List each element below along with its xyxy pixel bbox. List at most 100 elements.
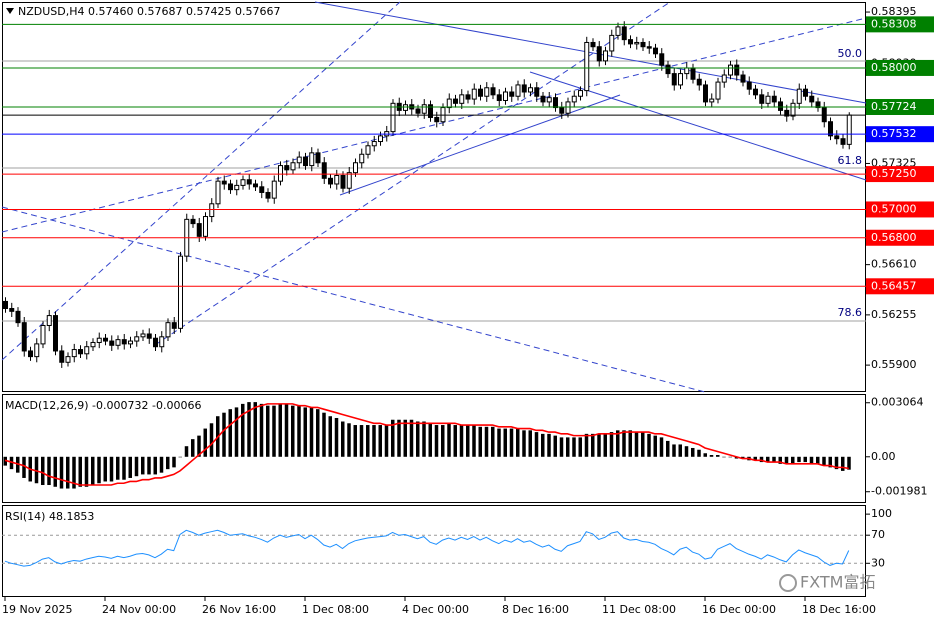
candle-body xyxy=(678,73,683,86)
level-label: 0.57000 xyxy=(871,202,917,215)
macd-bar xyxy=(291,405,295,457)
macd-bar xyxy=(53,456,57,487)
candle-body xyxy=(709,98,715,103)
symbol-menu-icon[interactable] xyxy=(6,8,14,14)
macd-bar xyxy=(753,456,757,461)
macd-bar xyxy=(709,455,714,457)
candle-body xyxy=(746,81,752,90)
candle-body xyxy=(665,64,671,75)
macd-bar xyxy=(566,437,570,457)
candle-body xyxy=(659,53,665,66)
macd-bar xyxy=(684,446,689,457)
candle-body xyxy=(565,101,571,114)
macd-bar xyxy=(691,447,695,457)
macd-bar xyxy=(84,456,89,487)
candle-body xyxy=(840,138,846,145)
candle-body xyxy=(103,337,108,342)
macd-bar xyxy=(647,433,651,457)
candle-body xyxy=(90,341,96,348)
level-label-box xyxy=(866,16,934,33)
macd-bar xyxy=(78,456,82,487)
macd-bar xyxy=(403,419,407,457)
candle-body xyxy=(646,46,652,49)
macd-bar xyxy=(803,456,807,463)
candle-body xyxy=(753,88,758,96)
candle-body xyxy=(190,218,196,225)
candle-body xyxy=(715,81,721,100)
candle-body xyxy=(3,300,8,310)
candle-body xyxy=(640,41,646,48)
candle-body xyxy=(740,74,746,83)
candle-body xyxy=(515,84,521,97)
candle-body xyxy=(309,152,315,167)
candle-body xyxy=(696,78,702,86)
macd-bar xyxy=(759,456,764,463)
candle-body xyxy=(290,162,296,171)
macd-bar xyxy=(447,423,451,457)
candle-body xyxy=(303,156,308,167)
macd-bar xyxy=(791,456,795,464)
candle-body xyxy=(803,88,808,97)
level-label: 0.57724 xyxy=(871,100,917,113)
candle-body xyxy=(415,108,421,114)
watermark: FXTM富拓 xyxy=(800,573,875,592)
macd-bar xyxy=(341,421,345,457)
macd-bar xyxy=(766,456,770,463)
candle-body xyxy=(571,95,577,103)
watermark-icon xyxy=(779,574,797,592)
macd-bar xyxy=(609,432,614,457)
level-label-box xyxy=(866,278,934,295)
level-label: 0.58308 xyxy=(871,17,917,30)
macd-bar xyxy=(491,426,495,457)
y-tick-label: 0.55900 xyxy=(871,358,917,371)
macd-bar xyxy=(416,421,420,457)
candle-body xyxy=(115,339,121,346)
macd-bar xyxy=(541,433,545,457)
candle-body xyxy=(459,94,465,104)
trend-line xyxy=(314,1,867,104)
macd-bar xyxy=(391,419,395,457)
y-tick-label: 0.56610 xyxy=(871,258,917,271)
candle-body xyxy=(21,322,27,352)
level-label-box xyxy=(866,59,934,76)
candle-body xyxy=(484,87,490,97)
candle-body xyxy=(353,162,358,174)
macd-bar xyxy=(284,403,289,457)
candle-body xyxy=(209,203,215,218)
macd-bar xyxy=(272,405,276,457)
macd-title: MACD(12,26,9) -0.000732 -0.00066 xyxy=(5,399,201,412)
candle-body xyxy=(684,67,690,75)
candle-body xyxy=(146,333,152,339)
candle-body xyxy=(634,41,640,45)
macd-bar xyxy=(516,428,520,457)
macd-bar xyxy=(666,440,670,457)
macd-bar xyxy=(422,421,426,457)
candle-body xyxy=(253,183,258,188)
macd-bar xyxy=(172,456,176,468)
candle-body xyxy=(328,177,333,185)
macd-bar xyxy=(372,425,376,457)
macd-bar xyxy=(309,407,314,457)
candle-body xyxy=(378,135,383,143)
candle-body xyxy=(403,104,408,111)
macd-bar xyxy=(828,456,832,468)
rsi-title: RSI(14) 48.1853 xyxy=(5,510,94,523)
macd-bar xyxy=(328,416,332,457)
fib-label: 61.8 xyxy=(838,154,863,167)
level-label-box xyxy=(866,126,934,143)
macd-bar xyxy=(141,456,145,475)
macd-bar xyxy=(572,437,576,457)
macd-bar xyxy=(222,412,226,457)
candle-body xyxy=(65,356,71,363)
candle-body xyxy=(109,340,115,346)
macd-bar xyxy=(359,425,364,457)
candle-body xyxy=(71,349,77,358)
y-tick-label: 0.00 xyxy=(871,450,896,463)
candle-body xyxy=(40,324,46,345)
candle-body xyxy=(359,153,365,164)
candle-body xyxy=(59,350,65,363)
rsi-panel xyxy=(2,505,866,597)
macd-bar xyxy=(522,430,526,457)
macd-bar xyxy=(97,456,101,484)
